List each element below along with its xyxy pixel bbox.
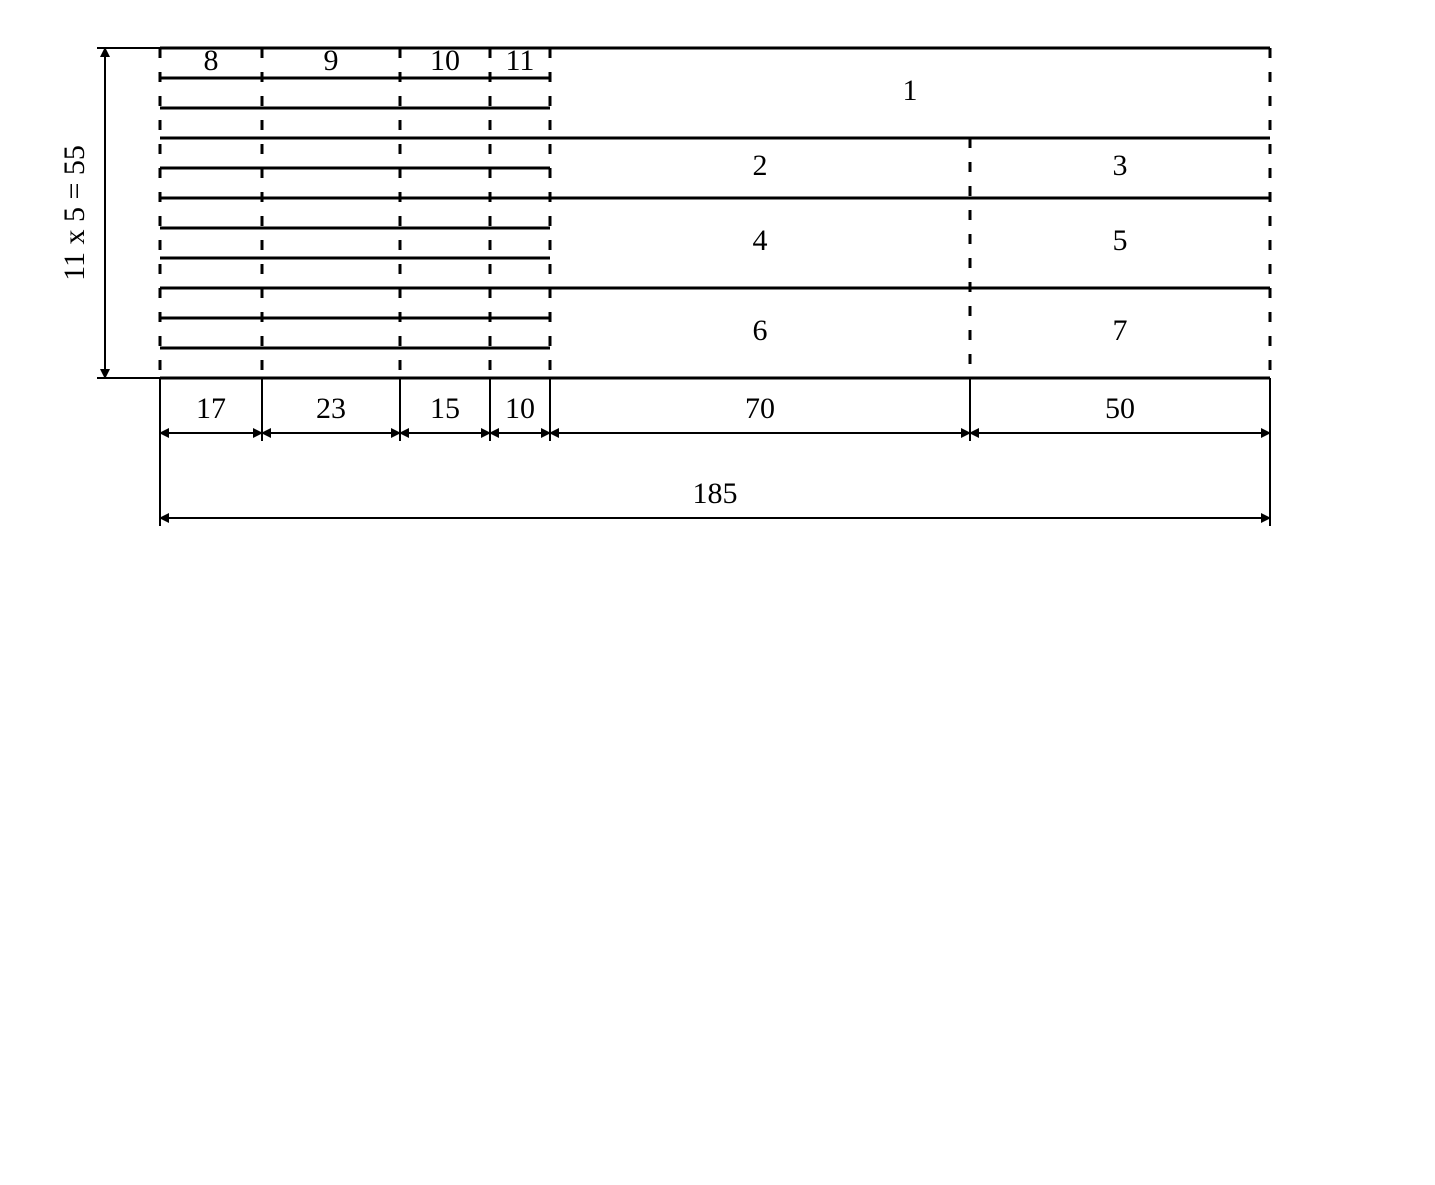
region-label-3: 3 <box>1113 149 1128 182</box>
region-label-4: 4 <box>753 224 768 257</box>
region-label-2: 2 <box>753 149 768 182</box>
dim-seg-label-4: 70 <box>745 392 775 425</box>
dim-seg-label-3: 10 <box>505 392 535 425</box>
dim-height-label: 11 x 5 = 55 <box>58 145 91 281</box>
left-header-10: 10 <box>430 44 460 77</box>
dim-seg-label-2: 15 <box>430 392 460 425</box>
dim-total-label: 185 <box>693 477 738 510</box>
region-label-5: 5 <box>1113 224 1128 257</box>
region-label-6: 6 <box>753 314 768 347</box>
left-header-8: 8 <box>204 44 219 77</box>
region-label-1: 1 <box>903 74 918 107</box>
left-header-9: 9 <box>324 44 339 77</box>
dim-seg-label-1: 23 <box>316 392 346 425</box>
dim-seg-label-0: 17 <box>196 392 226 425</box>
dim-seg-label-5: 50 <box>1105 392 1135 425</box>
region-label-7: 7 <box>1113 314 1128 347</box>
left-header-11: 11 <box>506 44 535 77</box>
